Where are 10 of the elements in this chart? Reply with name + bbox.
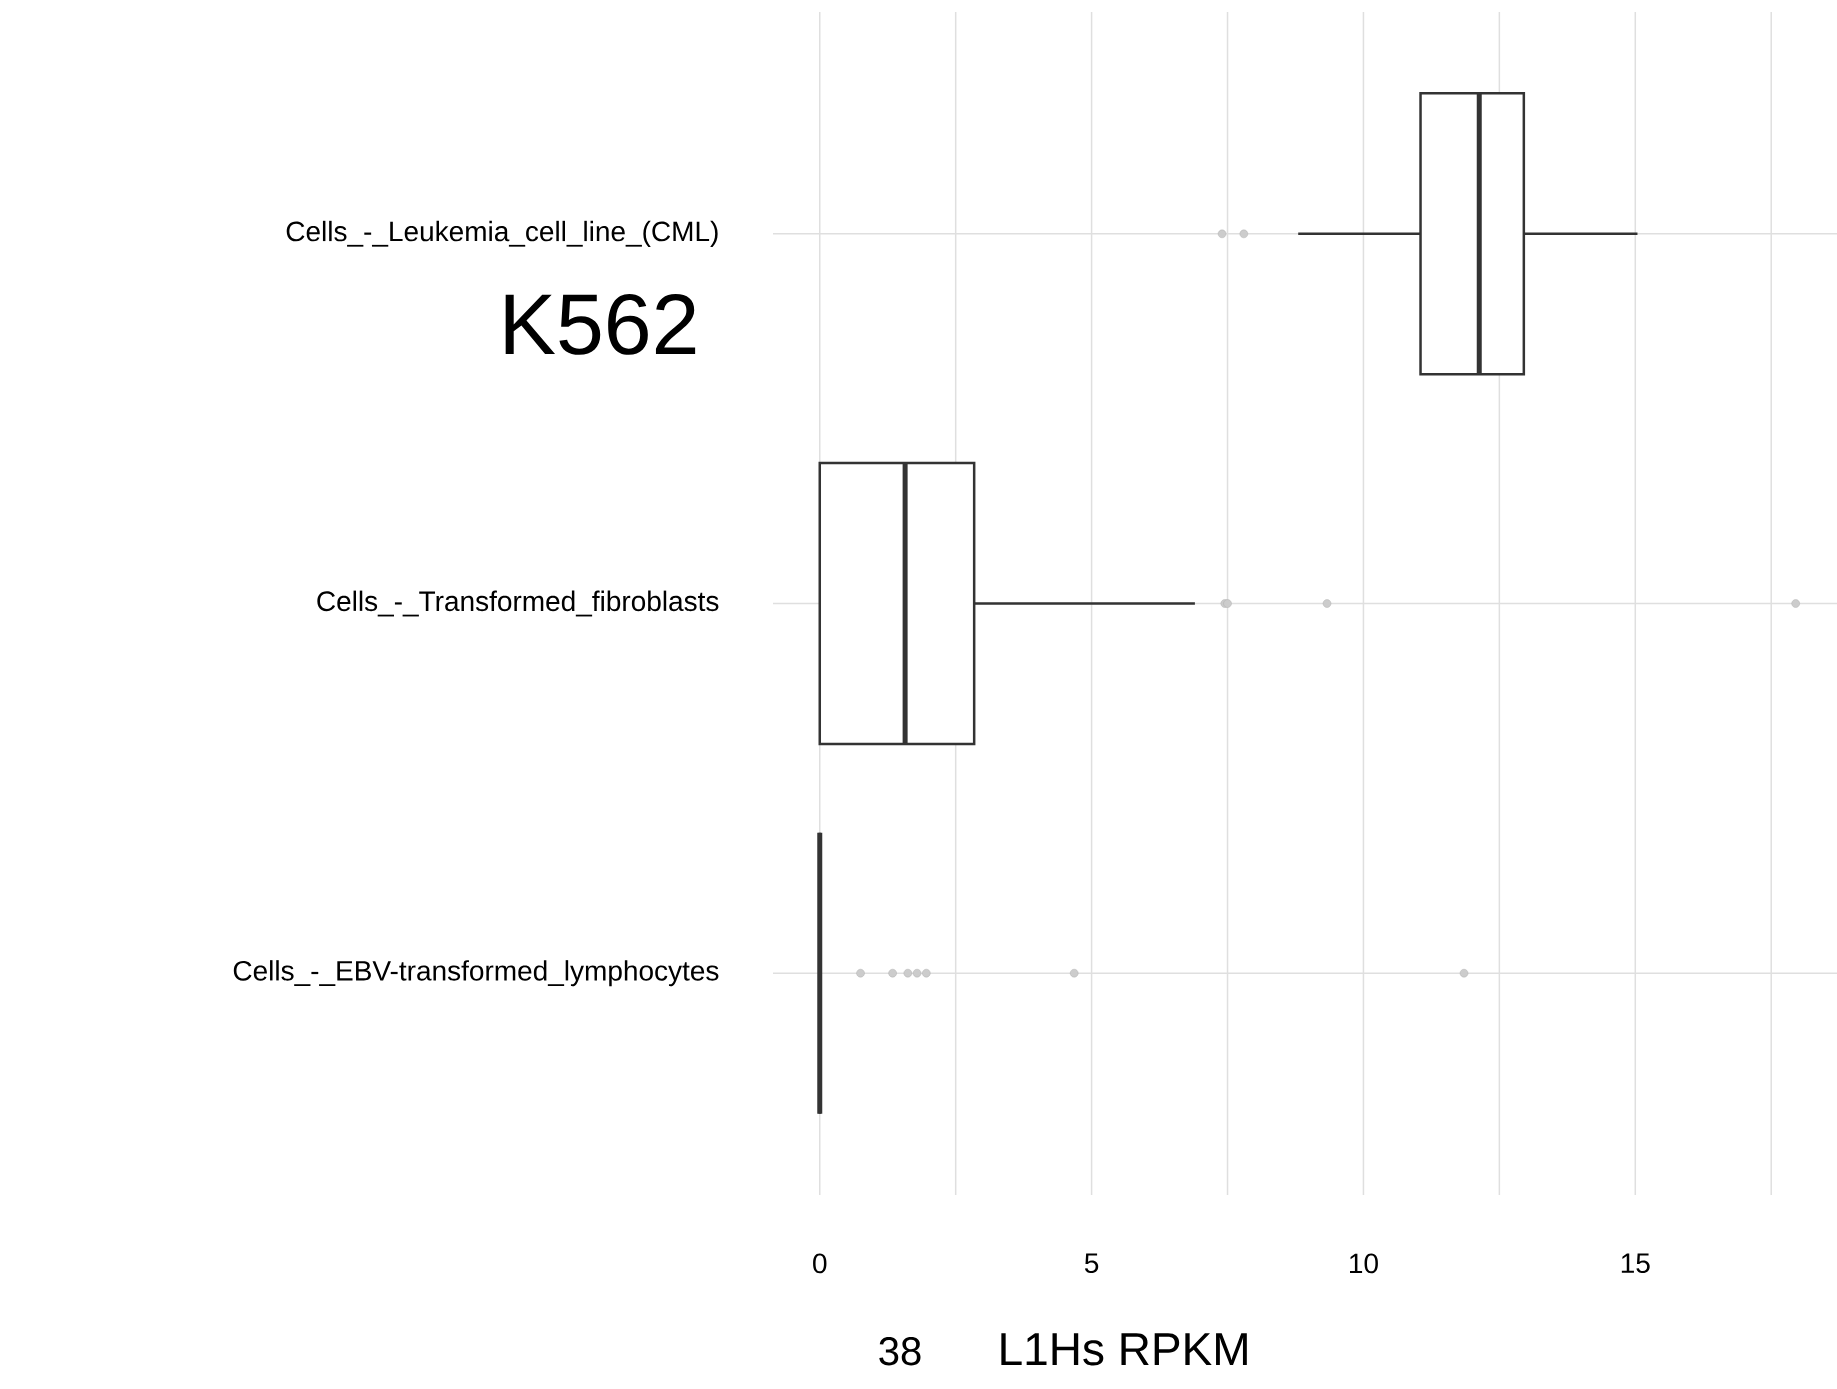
x-axis-title: L1Hs RPKM [1001,1333,1247,1366]
x-tick-label: 0 [813,1253,827,1274]
x-tick-label: 10 [1350,1253,1378,1274]
text: 38 [879,1337,921,1366]
x-tick-label: 5 [1084,1253,1099,1274]
x-tick-label: 15 [1621,1253,1650,1274]
y-tick-label: Cells_-_Leukemia_cell_line_(CML) [286,220,718,247]
y-tick-label: Cells_-_EBV-transformed_lymphocytes [233,960,719,987]
text: K562 [505,293,696,355]
y-tick-label: Cells_-_Transformed_fibroblasts [317,590,719,617]
